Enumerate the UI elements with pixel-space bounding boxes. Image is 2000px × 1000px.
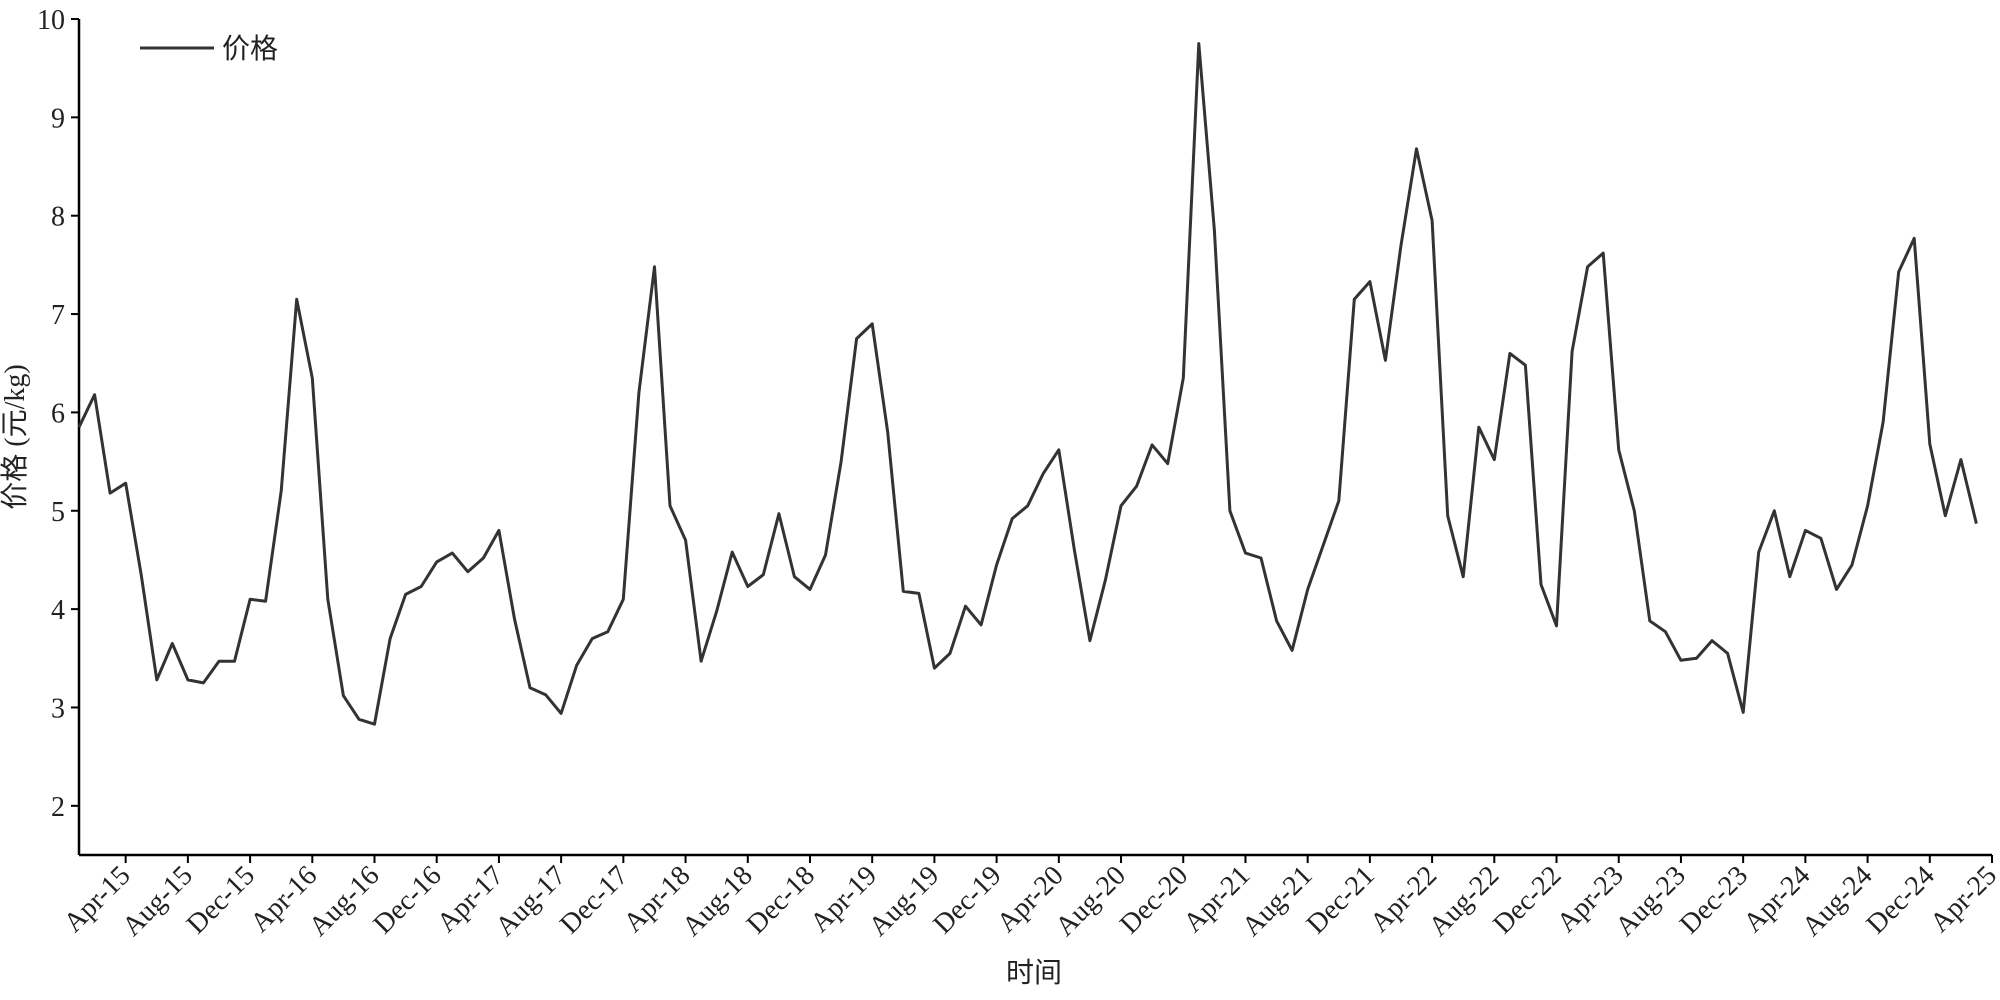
y-tick-label: 3 bbox=[51, 693, 65, 724]
legend-label: 价格 bbox=[222, 33, 278, 65]
x-tick-label: Dec-24 bbox=[1861, 860, 1941, 940]
y-tick-label: 5 bbox=[51, 497, 65, 528]
x-tick-label: Aug-22 bbox=[1423, 860, 1505, 942]
x-tick-label: Aug-20 bbox=[1050, 860, 1132, 942]
x-tick-label: Dec-18 bbox=[741, 860, 821, 940]
x-tick-label: Dec-16 bbox=[367, 860, 447, 940]
x-tick-label: Apr-25 bbox=[1924, 860, 2000, 939]
x-tick-label: Dec-20 bbox=[1114, 860, 1194, 940]
x-tick-label: Dec-23 bbox=[1674, 860, 1754, 940]
x-axis-title: 时间 bbox=[1006, 957, 1062, 989]
y-tick-label: 8 bbox=[51, 202, 65, 233]
y-axis-title: 价格 (元/kg) bbox=[0, 364, 31, 509]
y-tick-label: 9 bbox=[51, 103, 65, 134]
y-tick-label: 2 bbox=[51, 792, 65, 823]
price-line bbox=[77, 42, 1978, 726]
x-tick-label: Aug-17 bbox=[490, 860, 572, 942]
x-tick-label: Dec-17 bbox=[554, 860, 634, 940]
x-tick-label: Dec-15 bbox=[181, 860, 261, 940]
x-tick-label: Aug-15 bbox=[116, 860, 198, 942]
x-tick-label: Dec-19 bbox=[927, 860, 1007, 940]
y-tick-label: 7 bbox=[51, 300, 65, 331]
y-tick-label: 6 bbox=[51, 398, 65, 429]
x-tick-label: Dec-21 bbox=[1301, 860, 1381, 940]
x-tick-label: Dec-22 bbox=[1487, 860, 1567, 940]
y-tick-label: 10 bbox=[37, 5, 65, 36]
x-tick-label: Aug-16 bbox=[303, 860, 385, 942]
x-tick-label: Aug-21 bbox=[1236, 860, 1318, 942]
x-tick-label: Aug-24 bbox=[1796, 860, 1878, 942]
y-tick-label: 4 bbox=[51, 595, 65, 626]
x-tick-label: Aug-18 bbox=[676, 860, 758, 942]
x-tick-label: Aug-23 bbox=[1609, 860, 1691, 942]
x-tick-label: Aug-19 bbox=[863, 860, 945, 942]
